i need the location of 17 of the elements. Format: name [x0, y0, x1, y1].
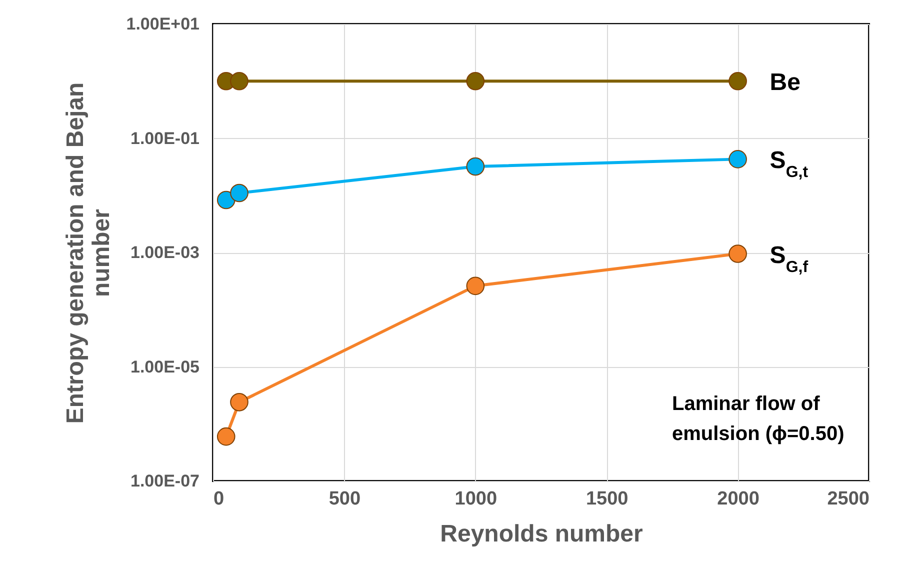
x-tick-label: 0	[214, 488, 224, 510]
x-tick-label: 500	[328, 488, 361, 510]
y-axis-title: Entropy generation and Bejan number	[62, 82, 116, 424]
series-label: Be	[770, 69, 800, 96]
y-tick-label: 1.00E-03	[130, 243, 200, 262]
x-tick-label: 2000	[717, 488, 760, 510]
series-label: S$_{G,t}$	[770, 147, 809, 181]
y-tick-label: 1.00E-05	[130, 357, 200, 376]
x-axis-title: Reynolds number	[440, 520, 643, 548]
annotation: Laminar flow of emulsion (ϕ=0.50)	[672, 393, 844, 445]
y-tick-label: 1.00E-07	[130, 472, 200, 490]
x-tick-label: 2500	[827, 488, 870, 510]
x-tick-label: 1500	[586, 488, 628, 510]
y-tick-label: 1.00E-01	[130, 128, 200, 148]
x-tick-label: 1000	[454, 488, 498, 510]
y-tick-label: 1.00E+01	[126, 14, 200, 34]
series-label: S$_{G,f}$	[770, 242, 809, 276]
